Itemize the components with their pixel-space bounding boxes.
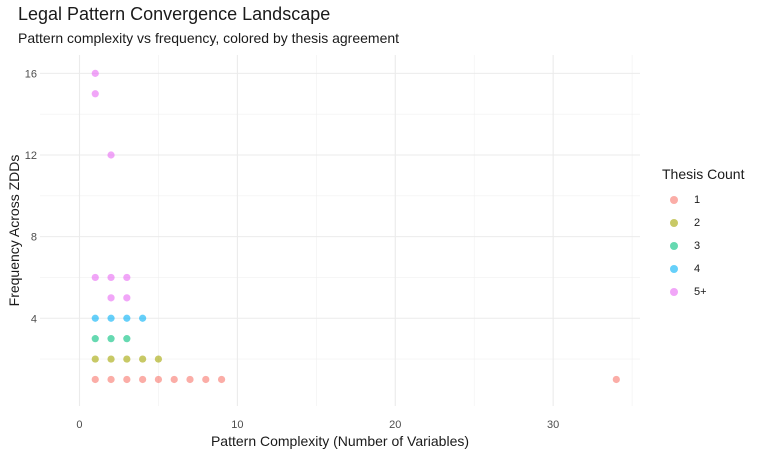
data-point-thesis-3 <box>107 335 115 343</box>
data-point-thesis-1 <box>154 375 163 384</box>
data-point-thesis-5plus <box>91 69 99 77</box>
x-tick-label: 0 <box>76 419 82 431</box>
data-point-thesis-2 <box>91 355 99 363</box>
legend-label: 3 <box>694 239 701 252</box>
data-point-thesis-5plus <box>91 273 99 282</box>
x-axis-title: Pattern Complexity (Number of Variables) <box>211 433 469 449</box>
data-point-thesis-3 <box>123 335 131 343</box>
x-tick-label: 30 <box>547 419 559 431</box>
data-point-thesis-2 <box>154 355 163 363</box>
chart-title: Legal Pattern Convergence Landscape <box>18 4 331 24</box>
data-point-thesis-2 <box>139 355 147 363</box>
chart-subtitle: Pattern complexity vs frequency, colored… <box>18 30 400 46</box>
legend-swatch <box>670 287 678 296</box>
data-point-thesis-1 <box>139 375 147 384</box>
legend-items: 1 2 3 4 5+ <box>662 188 744 303</box>
legend-swatch <box>670 241 678 250</box>
legend-label: 2 <box>694 216 701 229</box>
data-point-thesis-3 <box>91 335 99 343</box>
legend: Thesis Count 1 2 3 4 5+ <box>662 166 744 303</box>
legend-label: 1 <box>694 193 701 206</box>
data-point-thesis-2 <box>107 355 115 363</box>
data-point-thesis-5plus <box>123 273 131 282</box>
legend-swatch <box>670 218 678 227</box>
y-tick-label: 12 <box>25 150 37 162</box>
y-axis-title: Frequency Across ZDDs <box>6 155 22 307</box>
legend-item: 3 <box>662 234 744 257</box>
x-tick-label: 10 <box>231 419 243 431</box>
data-point-thesis-5plus <box>107 151 115 159</box>
data-point-thesis-2 <box>123 355 131 363</box>
data-point-thesis-5plus <box>91 90 99 98</box>
data-point-thesis-5plus <box>107 273 115 282</box>
legend-item: 1 <box>662 188 744 211</box>
data-point-thesis-1 <box>217 375 226 384</box>
data-point-thesis-1 <box>612 375 620 384</box>
y-tick-label: 8 <box>31 232 37 244</box>
data-point-thesis-4 <box>139 314 147 322</box>
data-point-thesis-1 <box>186 375 194 384</box>
legend-item: 4 <box>662 257 744 280</box>
legend-title: Thesis Count <box>662 166 745 182</box>
legend-swatch <box>670 264 678 273</box>
data-point-thesis-1 <box>107 375 115 384</box>
y-tick-label: 4 <box>31 313 37 325</box>
y-tick-label: 16 <box>25 68 37 80</box>
legend-label: 4 <box>694 262 701 275</box>
data-point-thesis-1 <box>202 375 210 384</box>
data-point-thesis-4 <box>91 314 99 322</box>
legend-label: 5+ <box>694 285 707 298</box>
data-point-thesis-5plus <box>107 294 115 302</box>
legend-swatch <box>670 195 678 204</box>
data-point-thesis-1 <box>170 375 178 384</box>
legend-item: 5+ <box>662 280 744 303</box>
data-point-thesis-1 <box>91 375 99 384</box>
data-point-thesis-5plus <box>123 294 131 302</box>
x-tick-label: 20 <box>389 419 401 431</box>
legend-item: 2 <box>662 211 744 234</box>
data-point-thesis-4 <box>123 314 131 322</box>
data-point-thesis-1 <box>123 375 131 384</box>
data-point-thesis-4 <box>107 314 115 322</box>
